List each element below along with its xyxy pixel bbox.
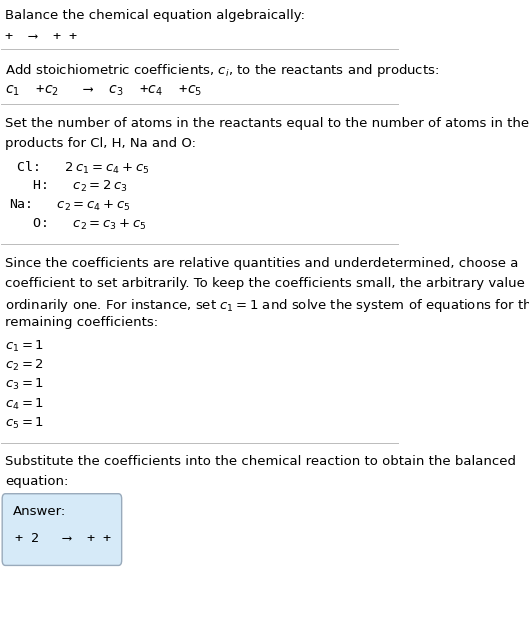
Text: Na:   $c_2 = c_4 + c_5$: Na: $c_2 = c_4 + c_5$ — [10, 198, 131, 213]
Text: + 2   ⟶  + +: + 2 ⟶ + + — [15, 532, 111, 545]
Text: Add stoichiometric coefficients, $c_i$, to the reactants and products:: Add stoichiometric coefficients, $c_i$, … — [5, 62, 440, 79]
Text: Answer:: Answer: — [13, 505, 66, 518]
Text: $c_3 = 1$: $c_3 = 1$ — [5, 377, 44, 392]
Text: Cl:   $2\,c_1 = c_4 + c_5$: Cl: $2\,c_1 = c_4 + c_5$ — [10, 159, 150, 176]
Text: Substitute the coefficients into the chemical reaction to obtain the balanced: Substitute the coefficients into the che… — [5, 455, 516, 468]
Text: +  ⟶  + +: + ⟶ + + — [5, 30, 77, 43]
Text: $c_5 = 1$: $c_5 = 1$ — [5, 415, 44, 431]
Text: $c_4 = 1$: $c_4 = 1$ — [5, 396, 44, 412]
Text: $c_1$  +$c_2$   ⟶  $c_3$  +$c_4$  +$c_5$: $c_1$ +$c_2$ ⟶ $c_3$ +$c_4$ +$c_5$ — [5, 84, 203, 98]
Text: $c_1 = 1$: $c_1 = 1$ — [5, 339, 44, 354]
Text: ordinarily one. For instance, set $c_1 = 1$ and solve the system of equations fo: ordinarily one. For instance, set $c_1 =… — [5, 296, 529, 314]
Text: remaining coefficients:: remaining coefficients: — [5, 316, 159, 329]
Text: Balance the chemical equation algebraically:: Balance the chemical equation algebraica… — [5, 9, 305, 22]
Text: products for Cl, H, Na and O:: products for Cl, H, Na and O: — [5, 137, 196, 150]
Text: H:   $c_2 = 2\,c_3$: H: $c_2 = 2\,c_3$ — [10, 179, 128, 194]
Text: O:   $c_2 = c_3 + c_5$: O: $c_2 = c_3 + c_5$ — [10, 217, 147, 232]
Text: Set the number of atoms in the reactants equal to the number of atoms in the: Set the number of atoms in the reactants… — [5, 117, 529, 131]
Text: $c_2 = 2$: $c_2 = 2$ — [5, 358, 44, 373]
FancyBboxPatch shape — [2, 494, 122, 565]
Text: coefficient to set arbitrarily. To keep the coefficients small, the arbitrary va: coefficient to set arbitrarily. To keep … — [5, 276, 529, 290]
Text: Since the coefficients are relative quantities and underdetermined, choose a: Since the coefficients are relative quan… — [5, 257, 519, 270]
Text: equation:: equation: — [5, 475, 69, 488]
